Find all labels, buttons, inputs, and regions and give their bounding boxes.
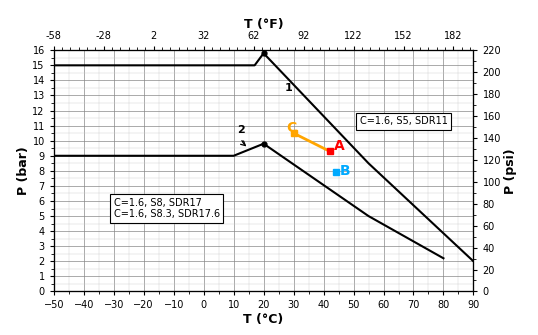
- Y-axis label: P (psi): P (psi): [504, 148, 517, 194]
- Text: 2: 2: [237, 125, 245, 146]
- Text: B: B: [340, 163, 351, 178]
- Text: C=1.6, S5, SDR11: C=1.6, S5, SDR11: [359, 116, 448, 126]
- Text: A: A: [334, 139, 345, 153]
- Text: C=1.6, S8, SDR17
C=1.6, S8.3, SDR17.6: C=1.6, S8, SDR17 C=1.6, S8.3, SDR17.6: [114, 198, 220, 219]
- X-axis label: T (°C): T (°C): [244, 313, 284, 326]
- X-axis label: T (°F): T (°F): [244, 18, 284, 31]
- Text: C: C: [286, 121, 296, 135]
- Text: 1: 1: [285, 83, 292, 93]
- Y-axis label: P (bar): P (bar): [17, 146, 30, 195]
